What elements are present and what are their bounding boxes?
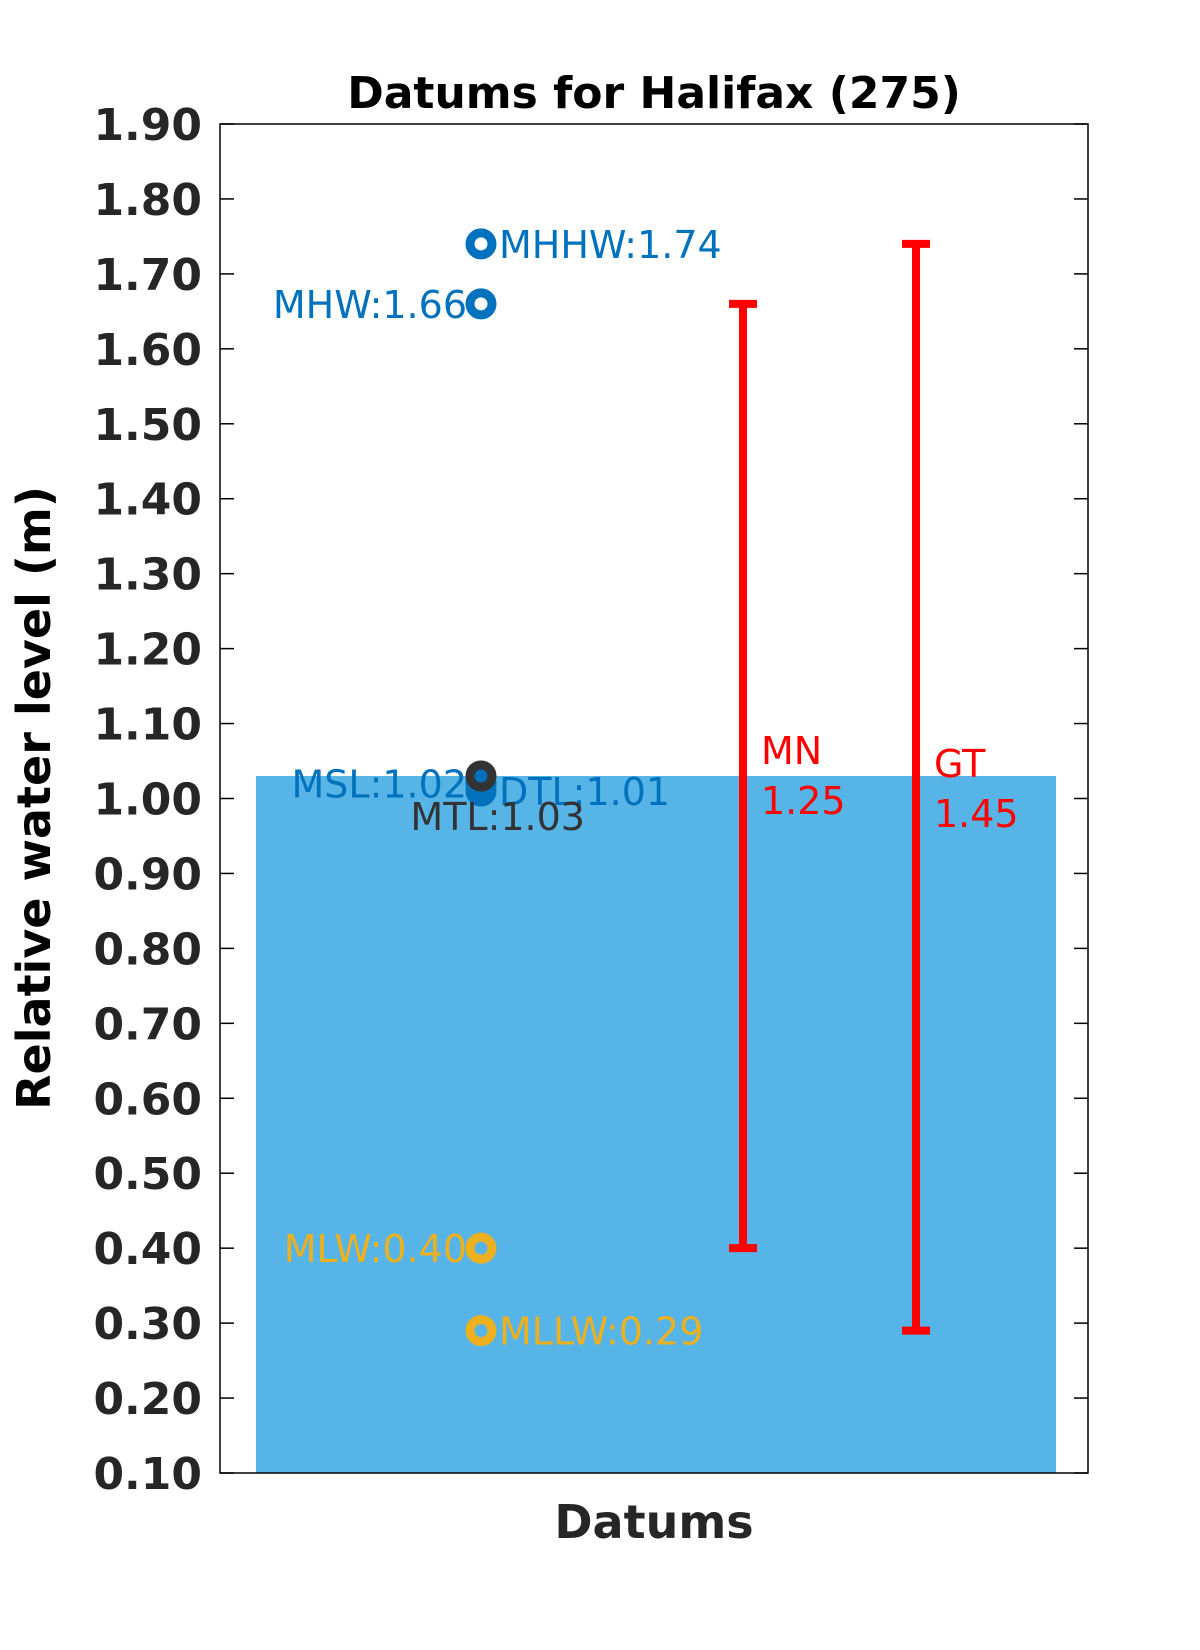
axes-box — [219, 123, 1089, 1474]
y-tick-label: 1.90 — [93, 100, 202, 151]
y-tick-label: 1.00 — [93, 775, 202, 826]
datum-label: MLW:0.40 — [284, 1227, 467, 1271]
y-tick-label: 0.50 — [93, 1149, 202, 1200]
y-tick-label: 1.50 — [93, 400, 202, 451]
y-tick-label: 0.30 — [93, 1299, 202, 1350]
y-tick-label: 0.90 — [93, 849, 202, 900]
y-tick-label: 0.60 — [93, 1074, 202, 1125]
datum-label: DTL:1.01 — [499, 770, 670, 814]
y-tick-label: 1.80 — [93, 175, 202, 226]
datum-marker — [465, 1315, 497, 1347]
range-name-label: GT — [934, 742, 986, 786]
range-value-label: 1.25 — [761, 779, 846, 823]
y-tick-label: 0.20 — [93, 1374, 202, 1425]
datum-label: MTL:1.03 — [410, 795, 585, 839]
datum-marker — [465, 775, 497, 807]
datum-marker — [465, 1232, 497, 1264]
y-axis-label: Relative water level (m) — [7, 486, 61, 1110]
datum-label: MHW:1.66 — [273, 283, 467, 327]
datum-marker — [465, 288, 497, 320]
range-name-label: MN — [761, 729, 822, 773]
datum-markers: MHHW:1.74 MHW:1.66 MSL:1.02 DTL:1.01MTL:1.0… — [273, 223, 722, 1354]
y-tick-label: 1.20 — [93, 625, 202, 676]
datum-label: MSL:1.02 — [292, 763, 468, 807]
y-tick-label: 0.70 — [93, 999, 202, 1050]
y-tick-label: 0.40 — [93, 1224, 202, 1275]
y-tick-label: 1.70 — [93, 250, 202, 301]
datum-label: MHHW:1.74 — [499, 223, 722, 267]
bar-datum-level — [256, 776, 1056, 1473]
y-tick-label: 1.60 — [93, 325, 202, 376]
datum-marker — [465, 760, 497, 792]
y-axis-ticks: 0.10 0.20 0.30 0.40 0.50 0.60 0.70 0.80 0.90 1.00… — [93, 100, 1088, 1500]
datum-label: MLLW:0.29 — [499, 1310, 703, 1354]
chart-title: Datums for Halifax (275) — [347, 68, 961, 119]
datum-marker — [465, 228, 497, 260]
range-value-label: 1.45 — [934, 792, 1019, 836]
y-tick-label: 1.30 — [93, 550, 202, 601]
y-tick-label: 1.40 — [93, 475, 202, 526]
y-tick-label: 1.10 — [93, 700, 202, 751]
y-tick-label: 0.80 — [93, 924, 202, 975]
y-tick-label: 0.10 — [93, 1449, 202, 1500]
x-axis-label: Datums — [554, 1495, 753, 1549]
tidal-ranges: MN 1.25 GT 1.45 — [729, 239, 1019, 1335]
